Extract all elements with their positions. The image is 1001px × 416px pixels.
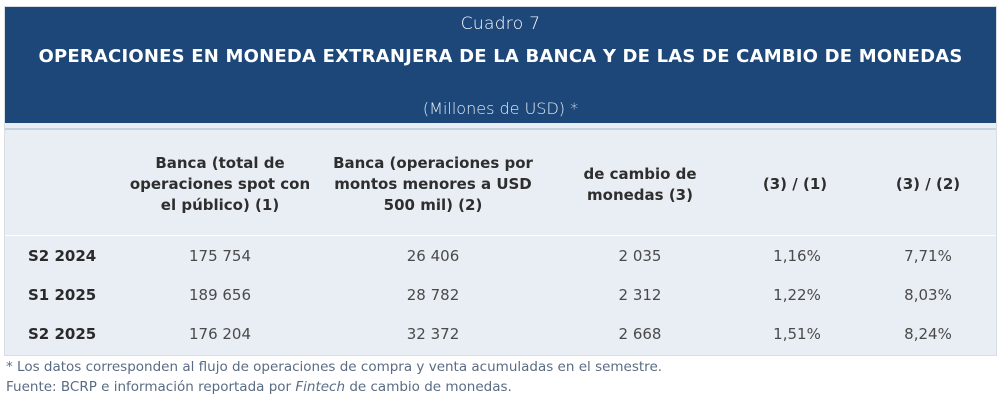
table-title: OPERACIONES EN MONEDA EXTRANJERA DE LA B… <box>38 46 963 67</box>
source-suffix: de cambio de monedas. <box>345 379 512 395</box>
table-cell: 7,71% <box>904 247 952 265</box>
table-cell: 176 204 <box>188 325 252 343</box>
table-cell: 2 668 <box>618 325 662 343</box>
table-cell: 28 782 <box>406 286 460 304</box>
row-label: S2 2024 <box>28 247 97 265</box>
column-header-ratio-3-1: (3) / (1) <box>762 175 828 193</box>
column-header-divider <box>5 235 996 236</box>
table-cell: 26 406 <box>406 247 460 265</box>
table-units: (Millones de USD) * <box>422 99 579 118</box>
table-cell: 8,03% <box>904 286 952 304</box>
source-prefix: Fuente: BCRP e información reportada por <box>6 379 296 395</box>
source-note: Fuente: BCRP e información reportada por… <box>6 379 512 395</box>
source-italic: Fintech <box>295 379 346 395</box>
table-cell: 1,22% <box>773 286 821 304</box>
table-cell: 32 372 <box>406 325 460 343</box>
table-cell: 1,51% <box>773 325 821 343</box>
row-label: S2 2025 <box>28 325 97 343</box>
table-number: Cuadro 7 <box>460 14 541 34</box>
column-header-banca-total: Banca (total de operaciones spot con el … <box>129 154 311 214</box>
table-cell: 189 656 <box>188 286 252 304</box>
table-cell: 8,24% <box>904 325 952 343</box>
table-cell: 2 035 <box>618 247 662 265</box>
table-cell: 175 754 <box>188 247 252 265</box>
table-body <box>5 123 996 355</box>
footnote: * Los datos corresponden al flujo de ope… <box>6 359 663 375</box>
row-label: S1 2025 <box>28 286 97 304</box>
table-cell: 2 312 <box>618 286 662 304</box>
table-header: Cuadro 7 OPERACIONES EN MONEDA EXTRANJER… <box>5 7 996 123</box>
column-header-banca-menores: Banca (operaciones por montos menores a … <box>333 154 533 214</box>
column-header-casas-cambio: de cambio de monedas (3) <box>583 164 697 204</box>
header-divider <box>5 128 996 130</box>
table-cell: 1,16% <box>773 247 821 265</box>
column-header-ratio-3-2: (3) / (2) <box>895 175 961 193</box>
table-frame <box>4 6 997 356</box>
